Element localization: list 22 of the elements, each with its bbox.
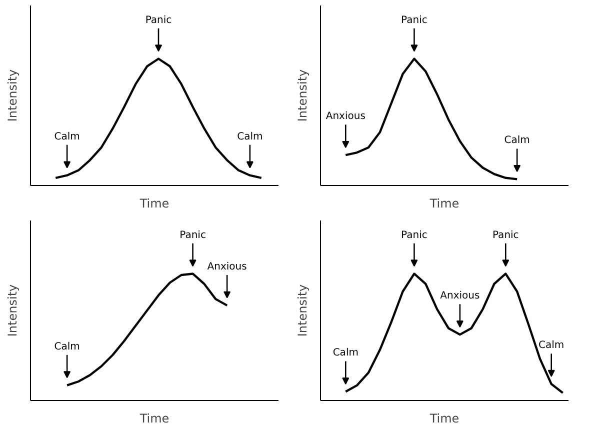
annotation: Panic <box>145 14 172 26</box>
x-axis-title: Time <box>428 412 460 426</box>
x-axis-title: Time <box>138 412 170 426</box>
annotation: Panic <box>401 230 428 241</box>
annotation: Panic <box>401 14 428 26</box>
annotation: Calm <box>538 340 564 352</box>
annotation: Calm <box>504 135 530 146</box>
annotation: Panic <box>492 230 519 241</box>
annotation: Calm <box>332 348 358 359</box>
x-axis-title: Time <box>428 196 460 210</box>
x-axis-title: Time <box>138 196 170 210</box>
y-axis-title: Intensity <box>296 284 310 337</box>
annotation: Anxious <box>326 111 366 122</box>
annotation: Calm <box>237 131 263 142</box>
y-axis-title: Intensity <box>6 69 20 122</box>
annotation: Anxious <box>440 290 480 302</box>
annotation: Panic <box>180 230 206 241</box>
annotation: Calm <box>54 131 80 142</box>
y-axis-title: Intensity <box>296 69 310 122</box>
annotation: Calm <box>54 341 80 352</box>
y-axis-title: Intensity <box>6 284 20 337</box>
annotation: Anxious <box>207 261 247 272</box>
